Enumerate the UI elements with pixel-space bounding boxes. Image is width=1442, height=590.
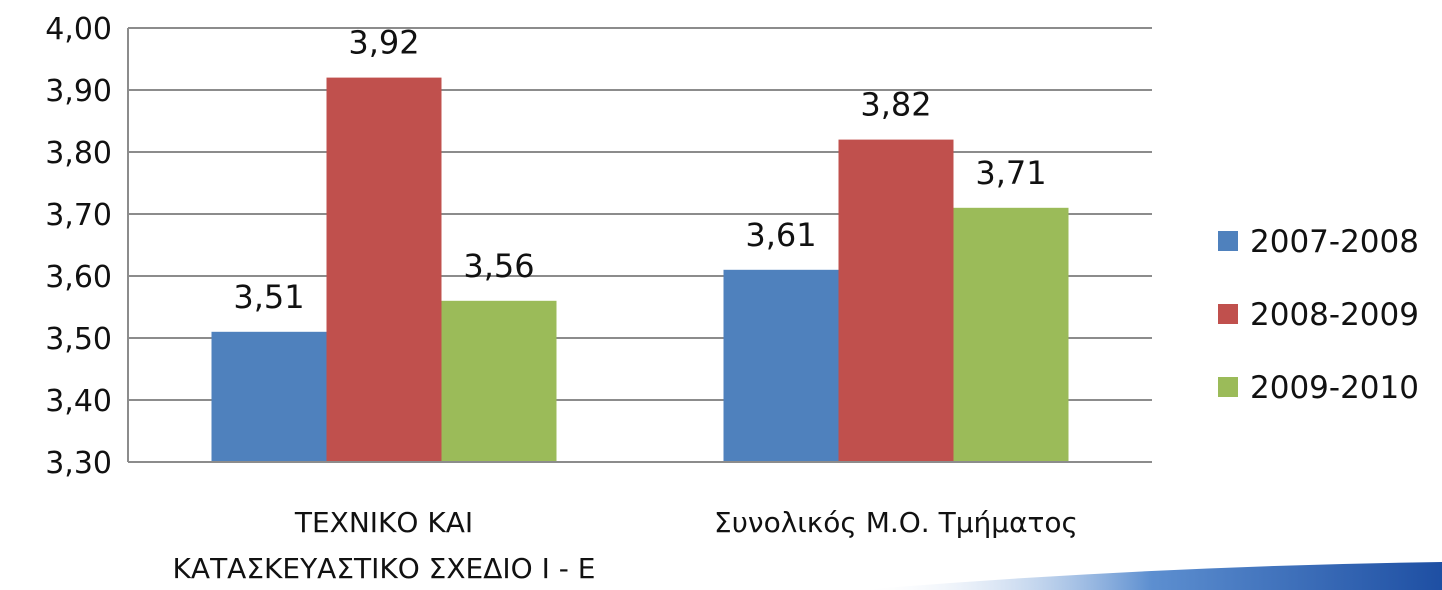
data-label: 3,82 [860,86,931,124]
y-tick-label: 3,70 [45,198,112,233]
legend-label: 2007-2008 [1250,224,1419,260]
bar [723,269,839,462]
category-label: Συνολικός Μ.Ο. Τμήματος [714,506,1078,539]
category-label: ΤΕΧΝΙΚΟ ΚΑΙ [294,506,473,539]
category-labels: ΤΕΧΝΙΚΟ ΚΑΙ ΚΑΤΑΣΚΕΥΑΣΤΙΚΟ ΣΧΕΔΙΟ Ι - Ε Συ… [173,506,1078,585]
y-tick-label: 3,90 [45,74,112,109]
data-label: 3,92 [348,24,419,62]
data-labels: 3,51 3,92 3,56 3,61 3,82 3,71 [233,24,1046,316]
data-label: 3,56 [463,247,534,285]
decorative-swoosh [860,562,1442,590]
y-axis-ticks: 3,30 3,40 3,50 3,60 3,70 3,80 3,90 4,00 [45,12,112,481]
y-tick-label: 3,50 [45,322,112,357]
y-tick-label: 3,30 [45,446,112,481]
bar [441,300,557,462]
data-label: 3,71 [975,154,1046,192]
bar [838,139,954,462]
legend-label: 2009-2010 [1250,370,1419,406]
y-tick-label: 4,00 [45,12,112,47]
legend-swatch [1218,304,1238,324]
bars [211,77,1069,462]
category-label: ΚΑΤΑΣΚΕΥΑΣΤΙΚΟ ΣΧΕΔΙΟ Ι - Ε [173,552,596,585]
legend-swatch [1218,231,1238,251]
y-tick-label: 3,40 [45,384,112,419]
data-label: 3,61 [745,216,816,254]
bar [211,331,327,462]
y-tick-label: 3,80 [45,136,112,171]
y-tick-label: 3,60 [45,260,112,295]
data-label: 3,51 [233,278,304,316]
bar [326,77,442,462]
legend: 2007-2008 2008-2009 2009-2010 [1218,224,1419,406]
bar [953,207,1069,462]
legend-swatch [1218,377,1238,397]
axes [127,28,1152,463]
legend-label: 2008-2009 [1250,297,1419,333]
